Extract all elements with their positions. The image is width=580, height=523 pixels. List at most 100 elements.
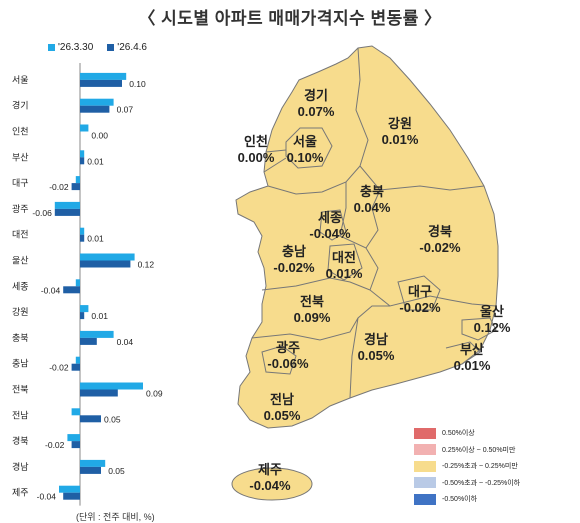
value-label: -0.02 — [49, 363, 69, 373]
map-region-value: -0.06% — [267, 356, 309, 371]
bar-legend: '26.3.30 '26.4.6 — [48, 42, 147, 53]
bar-prev-week — [59, 485, 80, 493]
map-legend-swatch — [414, 427, 436, 439]
category-label: 경남 — [12, 461, 29, 472]
category-label: 세종 — [12, 281, 29, 291]
border-chungnam-south — [261, 277, 371, 291]
category-label: 충북 — [12, 333, 29, 343]
map-region-value: -0.02% — [399, 300, 441, 315]
map-region-name: 전남 — [270, 392, 294, 407]
bar-this-week — [71, 441, 80, 449]
map-region-value: -0.02% — [273, 260, 315, 275]
value-label: 0.10 — [129, 79, 146, 89]
value-label: -0.04 — [37, 492, 57, 502]
legend-label-this-week: '26.4.6 — [117, 42, 147, 53]
map-legend-label: -0.50%초과 ~ -0.25%이하 — [442, 479, 521, 487]
border-gyeongnam-west — [349, 317, 359, 399]
mainland-shape — [235, 45, 499, 429]
map-region-value: 0.09% — [294, 310, 331, 325]
bar-prev-week — [80, 305, 89, 313]
bar-prev-week — [75, 176, 80, 184]
bar-prev-week — [80, 150, 85, 158]
bar-prev-week — [54, 201, 80, 209]
map-region-value: 0.07% — [298, 104, 335, 119]
bar-this-week — [63, 286, 80, 294]
legend-item-this-week: '26.4.6 — [107, 42, 147, 53]
map-region-name: 충북 — [360, 184, 384, 199]
category-label: 전북 — [12, 385, 29, 395]
map-region-value: -0.02% — [419, 240, 461, 255]
map-legend-swatch — [414, 460, 436, 472]
map-legend: 0.50%이상 0.25%이상 ~ 0.50%미만 -0.25%초과 ~ 0.2… — [414, 425, 520, 508]
map-region-name: 인천 — [244, 134, 268, 149]
bar-prev-week — [67, 434, 80, 442]
category-label: 대전 — [12, 230, 29, 240]
bar-this-week — [80, 79, 122, 87]
category-label: 충남 — [12, 359, 29, 369]
bar-prev-week — [80, 227, 85, 235]
map-legend-row: -0.50%초과 ~ -0.25%이하 — [414, 475, 520, 492]
value-label: 0.01 — [87, 234, 104, 244]
value-label: -0.02 — [49, 182, 69, 192]
value-label: 0.01 — [87, 156, 104, 166]
border-incheon — [263, 149, 287, 173]
bar-this-week — [80, 389, 118, 397]
value-label: 0.00 — [91, 131, 108, 141]
bar-chart: 서울 0.10 경기 0.07 인천 0.00 부산 0.01 대구 -0.02 광주 -0.06 대전… — [12, 63, 163, 506]
value-label: -0.04 — [41, 285, 61, 295]
chart-title: 〈 시도별 아파트 매매가격지수 변동률 〉 — [138, 9, 442, 28]
bar-this-week — [80, 466, 101, 474]
border-jeonbuk-south — [251, 305, 390, 341]
value-label: 0.07 — [117, 105, 134, 115]
bar-prev-week — [75, 356, 80, 364]
map-legend-row: 0.50%이상 — [414, 425, 520, 442]
bar-prev-week — [80, 124, 89, 132]
category-label: 대구 — [12, 178, 29, 188]
border-daegu — [397, 275, 441, 311]
category-label: 경북 — [12, 435, 29, 446]
map-region-value: 0.05% — [358, 348, 395, 363]
border-gwangju — [261, 345, 297, 375]
map-region-name: 경북 — [428, 224, 452, 239]
bar-this-week — [80, 157, 85, 165]
value-label: 0.09 — [146, 389, 163, 399]
map-legend-label: 0.50%이상 — [442, 430, 475, 438]
border-ulsan — [461, 317, 497, 341]
legend-item-prev-week: '26.3.30 — [48, 42, 93, 53]
map-region-value: -0.04% — [309, 226, 351, 241]
map-legend-swatch — [414, 477, 436, 489]
map-legend-row: -0.25%초과 ~ 0.25%미만 — [414, 458, 520, 475]
value-label: -0.02 — [45, 440, 65, 450]
border-busan — [445, 341, 481, 365]
map-region-value: 0.01% — [382, 132, 419, 147]
map-region-name: 부산 — [460, 342, 484, 357]
bar-this-week — [54, 208, 80, 216]
map-region-name: 강원 — [388, 116, 412, 131]
bar-this-week — [71, 183, 80, 191]
map-region-name: 경기 — [304, 88, 328, 103]
bar-prev-week — [80, 72, 127, 80]
border-sejong — [319, 209, 347, 241]
map-region-value: -0.04% — [249, 478, 291, 493]
map-region-name: 대구 — [408, 284, 432, 299]
value-label: 0.01 — [91, 311, 108, 321]
map-region-name: 광주 — [276, 340, 300, 355]
bar-prev-week — [80, 98, 114, 106]
map-region-name: 제주 — [258, 462, 282, 477]
bar-prev-week — [80, 382, 143, 390]
category-label: 경기 — [12, 100, 29, 111]
category-label: 광주 — [12, 203, 29, 214]
map-region-value: 0.04% — [354, 200, 391, 215]
bar-this-week — [80, 260, 131, 268]
map-legend-swatch — [414, 444, 436, 456]
bar-this-week — [80, 234, 85, 242]
bar-prev-week — [80, 253, 135, 261]
map-region-name: 대전 — [332, 250, 356, 265]
map-legend-label: 0.25%이상 ~ 0.50%미만 — [442, 446, 516, 454]
map-region-name: 충남 — [282, 244, 306, 259]
legend-swatch-prev-week — [48, 44, 55, 51]
bar-this-week — [63, 492, 80, 500]
value-label: 0.04 — [117, 337, 134, 347]
category-label: 강원 — [12, 307, 29, 317]
map-legend-row: 0.25%이상 ~ 0.50%미만 — [414, 442, 520, 459]
